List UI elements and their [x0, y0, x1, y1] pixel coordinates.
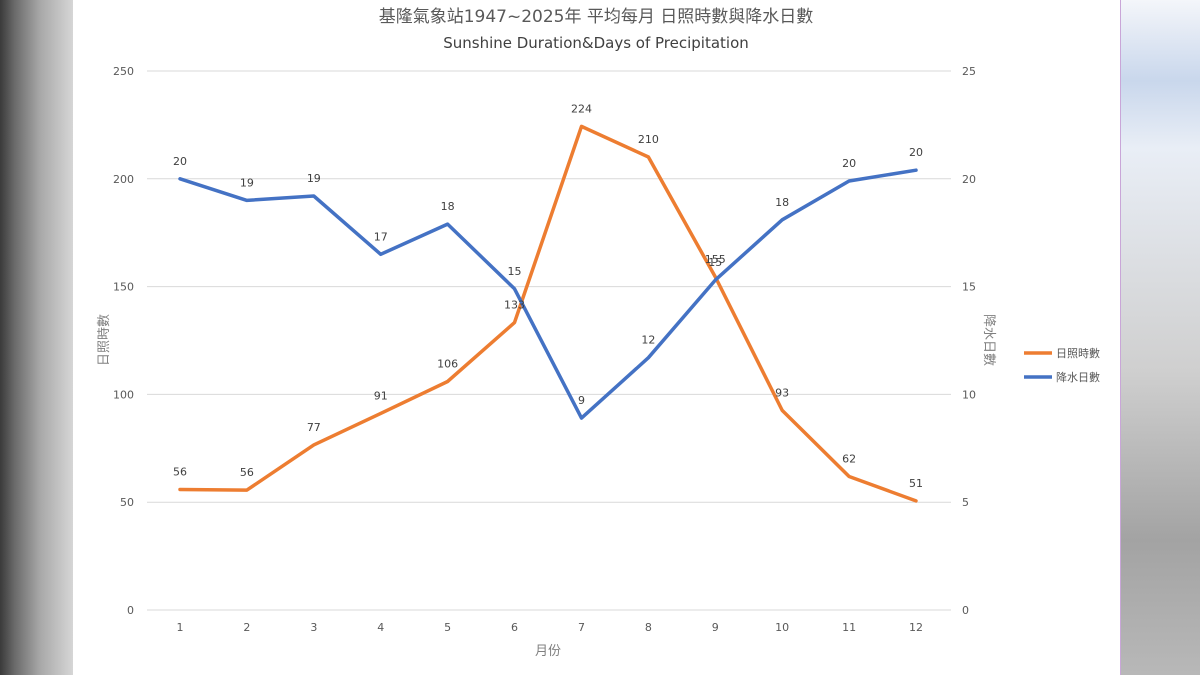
background-right — [1120, 0, 1200, 675]
gridlines — [147, 70, 951, 611]
y-axis-left-label: 日照時數 — [97, 314, 112, 366]
legend-label: 降水日數 — [1056, 370, 1100, 384]
y-tick-left: 0 — [127, 604, 134, 617]
y-tick-left: 200 — [113, 173, 134, 186]
data-label-sunshine: 210 — [638, 133, 659, 146]
chart-panel — [73, 0, 1120, 675]
data-label-sunshine: 93 — [775, 386, 789, 399]
data-label-precipitation: 20 — [842, 157, 856, 170]
y-tick-right: 0 — [962, 604, 969, 617]
data-label-sunshine: 155 — [705, 253, 726, 266]
x-tick: 6 — [511, 621, 518, 634]
y-tick-right: 15 — [962, 281, 976, 294]
y-tick-right: 25 — [962, 65, 976, 78]
data-label-sunshine: 77 — [307, 421, 321, 434]
series-line-precipitation — [178, 168, 918, 420]
x-tick: 12 — [909, 621, 923, 634]
x-tick: 2 — [243, 621, 250, 634]
data-label-precipitation: 9 — [578, 394, 585, 407]
data-label-sunshine: 224 — [571, 102, 592, 115]
data-label-precipitation: 17 — [374, 230, 388, 243]
y-tick-right: 10 — [962, 388, 976, 401]
chart-title: 基隆氣象站1947~2025年 平均每月 日照時數與降水日數 — [379, 7, 814, 27]
x-axis-label: 月份 — [535, 644, 561, 659]
x-tick: 3 — [310, 621, 317, 634]
y-axis-right-label: 降水日數 — [981, 314, 996, 366]
data-label-precipitation: 19 — [240, 176, 254, 189]
chart-subtitle: Sunshine Duration&Days of Precipitation — [443, 34, 749, 52]
y-tick-left: 250 — [113, 65, 134, 78]
x-tick: 1 — [177, 621, 184, 634]
x-tick: 7 — [578, 621, 585, 634]
chart-panel-border — [1120, 0, 1121, 675]
y-tick-left: 100 — [113, 388, 134, 401]
data-label-precipitation: 18 — [441, 200, 455, 213]
data-label-sunshine: 56 — [240, 466, 254, 479]
x-tick: 5 — [444, 621, 451, 634]
y-tick-right: 5 — [962, 496, 969, 509]
data-label-precipitation: 20 — [173, 155, 187, 168]
data-labels: 56 56 77 91 106 133 224 210 155 93 62 51 20 19 19 17 18 1… — [173, 102, 923, 489]
data-label-precipitation: 18 — [775, 196, 789, 209]
data-label-sunshine: 106 — [437, 357, 458, 370]
x-tick: 11 — [842, 621, 856, 634]
data-label-sunshine: 51 — [909, 477, 923, 490]
x-tick: 4 — [377, 621, 384, 634]
data-label-sunshine: 56 — [173, 465, 187, 478]
data-label-precipitation: 15 — [508, 265, 522, 278]
data-label-sunshine: 91 — [374, 389, 388, 402]
data-label-precipitation: 20 — [909, 146, 923, 159]
data-label-precipitation: 19 — [307, 172, 321, 185]
y-tick-left: 50 — [120, 496, 134, 509]
x-tick: 9 — [712, 621, 719, 634]
data-label-precipitation: 12 — [641, 334, 655, 347]
series-lines — [178, 124, 918, 503]
data-label-sunshine: 133 — [504, 299, 525, 312]
data-label-sunshine: 62 — [842, 453, 856, 466]
y-tick-right: 20 — [962, 173, 976, 186]
series-line-sunshine — [178, 124, 918, 503]
x-tick: 8 — [645, 621, 652, 634]
data-label-precipitation: 15 — [708, 256, 722, 269]
legend-label: 日照時數 — [1056, 347, 1100, 360]
background-left — [0, 0, 73, 675]
x-tick: 10 — [775, 621, 789, 634]
y-tick-left: 150 — [113, 281, 134, 294]
